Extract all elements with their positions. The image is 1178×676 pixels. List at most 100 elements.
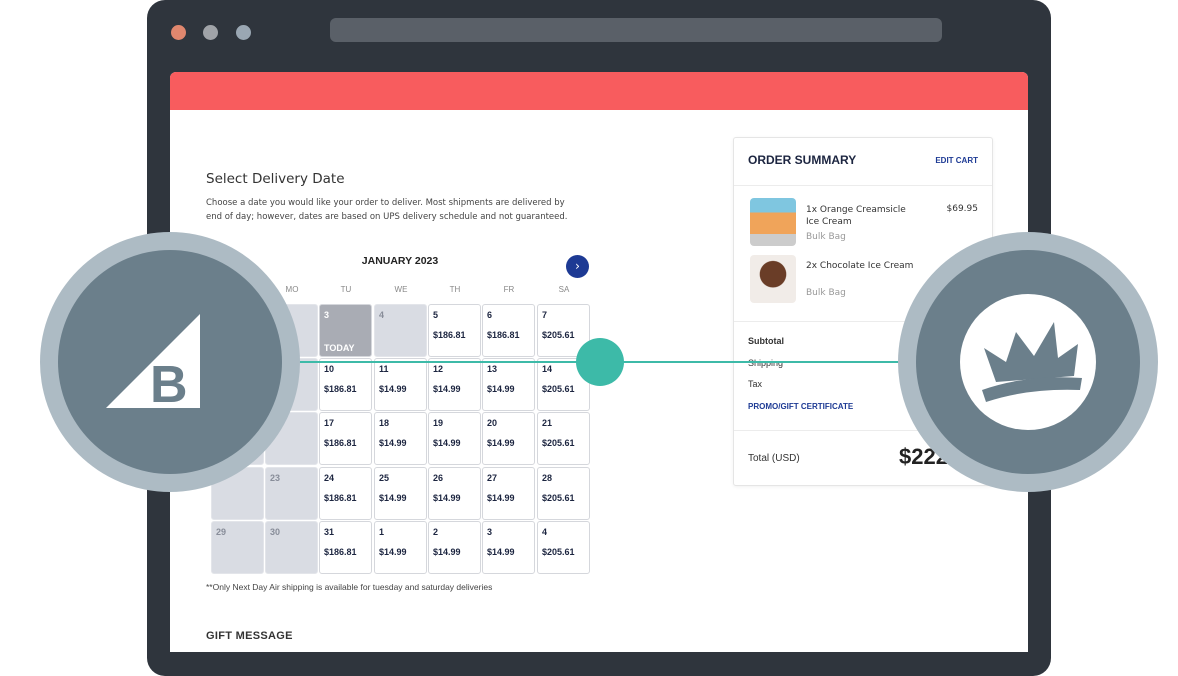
weekday-label: FR bbox=[503, 285, 515, 294]
summary-title: ORDER SUMMARY bbox=[748, 153, 857, 167]
day-price: $205.61 bbox=[542, 438, 575, 448]
day-number: 25 bbox=[379, 473, 390, 483]
day-price: $14.99 bbox=[433, 547, 461, 557]
delivery-description: Choose a date you would like your order … bbox=[206, 198, 568, 222]
day-number: 11 bbox=[379, 364, 389, 374]
day-number: 2 bbox=[433, 527, 439, 537]
orange-creamsicle-image bbox=[750, 198, 796, 246]
next-month-button[interactable]: › bbox=[566, 255, 589, 278]
day-number: 20 bbox=[487, 418, 498, 428]
day-price: $186.81 bbox=[324, 384, 357, 394]
day-number: 28 bbox=[542, 473, 553, 483]
day-price: $186.81 bbox=[324, 438, 357, 448]
address-bar[interactable] bbox=[330, 18, 942, 42]
today-label: TODAY bbox=[324, 343, 355, 353]
day-price: $14.99 bbox=[487, 547, 515, 557]
day-number: 19 bbox=[433, 418, 444, 428]
crown-logo-icon bbox=[960, 294, 1096, 430]
day-number: 23 bbox=[270, 473, 281, 483]
weekday-label: WE bbox=[394, 285, 408, 294]
item-variant: Bulk Bag bbox=[806, 232, 846, 242]
calendar-day[interactable]: 19 $14.99 bbox=[428, 412, 481, 465]
day-number: 14 bbox=[542, 364, 553, 374]
day-price: $14.99 bbox=[379, 493, 407, 503]
calendar-day: 30 bbox=[265, 521, 318, 574]
calendar-day[interactable]: 1 $14.99 bbox=[374, 521, 427, 574]
header-banner bbox=[170, 72, 1028, 110]
calendar-day: 29 bbox=[211, 521, 264, 574]
calendar-day[interactable]: 26 $14.99 bbox=[428, 467, 481, 520]
svg-text:B: B bbox=[150, 356, 188, 414]
calendar-day[interactable]: 31 $186.81 bbox=[319, 521, 372, 574]
minimize-button[interactable] bbox=[203, 25, 218, 40]
calendar-day[interactable]: 4 $205.61 bbox=[537, 521, 590, 574]
day-price: $14.99 bbox=[487, 493, 515, 503]
day-number: 17 bbox=[324, 418, 335, 428]
day-number: 31 bbox=[324, 527, 335, 537]
calendar-day[interactable]: 17 $186.81 bbox=[319, 412, 372, 465]
day-number: 24 bbox=[324, 473, 335, 483]
weekday-label: TU bbox=[340, 285, 352, 294]
page-title: Select Delivery Date bbox=[206, 171, 345, 187]
day-number: 3 bbox=[324, 310, 330, 320]
calendar-day[interactable]: 20 $14.99 bbox=[482, 412, 535, 465]
day-price: $186.81 bbox=[324, 493, 357, 503]
day-price: $205.61 bbox=[542, 493, 575, 503]
day-price: $14.99 bbox=[433, 438, 461, 448]
day-number: 21 bbox=[542, 418, 553, 428]
day-number: 10 bbox=[324, 364, 335, 374]
maximize-button[interactable] bbox=[236, 25, 251, 40]
calendar-day: 23 bbox=[265, 467, 318, 520]
bigcommerce-badge: B bbox=[40, 232, 300, 492]
item-variant: Bulk Bag bbox=[806, 288, 846, 298]
calendar-day: 4 bbox=[374, 304, 427, 357]
connector-node bbox=[576, 338, 624, 386]
day-number: 30 bbox=[270, 527, 281, 537]
item-name: 2x Chocolate Ice Cream bbox=[806, 261, 914, 271]
day-price: $186.81 bbox=[433, 330, 466, 340]
gift-message-heading: GIFT MESSAGE bbox=[206, 630, 293, 642]
shipping-note: **Only Next Day Air shipping is availabl… bbox=[206, 582, 493, 592]
day-price: $14.99 bbox=[379, 438, 407, 448]
bigcommerce-logo-icon: B bbox=[106, 314, 200, 414]
calendar-day[interactable]: 6 $186.81 bbox=[482, 304, 535, 357]
item-price: $69.95 bbox=[946, 204, 979, 214]
day-price: $205.61 bbox=[542, 547, 575, 557]
calendar-day[interactable]: 27 $14.99 bbox=[482, 467, 535, 520]
subtotal-label: Subtotal bbox=[748, 336, 784, 346]
day-number: 4 bbox=[379, 310, 385, 320]
day-price: $205.61 bbox=[542, 384, 575, 394]
calendar-day[interactable]: 12 $14.99 bbox=[428, 358, 481, 411]
weekday-label: TH bbox=[449, 285, 461, 294]
calendar-day[interactable]: 5 $186.81 bbox=[428, 304, 481, 357]
calendar-day[interactable]: 24 $186.81 bbox=[319, 467, 372, 520]
calendar-day[interactable]: 2 $14.99 bbox=[428, 521, 481, 574]
promo-link[interactable]: PROMO/GIFT CERTIFICATE bbox=[748, 402, 854, 411]
day-number: 3 bbox=[487, 527, 493, 537]
calendar-day[interactable]: 11 $14.99 bbox=[374, 358, 427, 411]
calendar-day[interactable]: 25 $14.99 bbox=[374, 467, 427, 520]
day-number: 6 bbox=[487, 310, 493, 320]
calendar-day[interactable]: 28 $205.61 bbox=[537, 467, 590, 520]
calendar-day[interactable]: 13 $14.99 bbox=[482, 358, 535, 411]
item-name: 1x Orange Creamsicle Ice Cream bbox=[806, 205, 906, 227]
close-button[interactable] bbox=[171, 25, 186, 40]
day-number: 5 bbox=[433, 310, 439, 320]
calendar-day[interactable]: 10 $186.81 bbox=[319, 358, 372, 411]
day-number: 29 bbox=[216, 527, 227, 537]
calendar-day[interactable]: 3 $14.99 bbox=[482, 521, 535, 574]
chocolate-ice-cream-image bbox=[750, 255, 796, 303]
calendar-day: 3 TODAY bbox=[319, 304, 372, 357]
day-price: $186.81 bbox=[324, 547, 357, 557]
day-price: $14.99 bbox=[379, 384, 407, 394]
total-label: Total (USD) bbox=[748, 453, 800, 464]
day-price: $14.99 bbox=[487, 384, 515, 394]
calendar-day[interactable]: 21 $205.61 bbox=[537, 412, 590, 465]
calendar-day[interactable]: 18 $14.99 bbox=[374, 412, 427, 465]
edit-cart-link[interactable]: EDIT CART bbox=[935, 156, 978, 165]
day-price: $205.61 bbox=[542, 330, 575, 340]
day-price: $186.81 bbox=[487, 330, 520, 340]
weekday-label: MO bbox=[285, 285, 299, 294]
tax-label: Tax bbox=[748, 379, 763, 389]
chevron-right-icon: › bbox=[575, 259, 580, 273]
